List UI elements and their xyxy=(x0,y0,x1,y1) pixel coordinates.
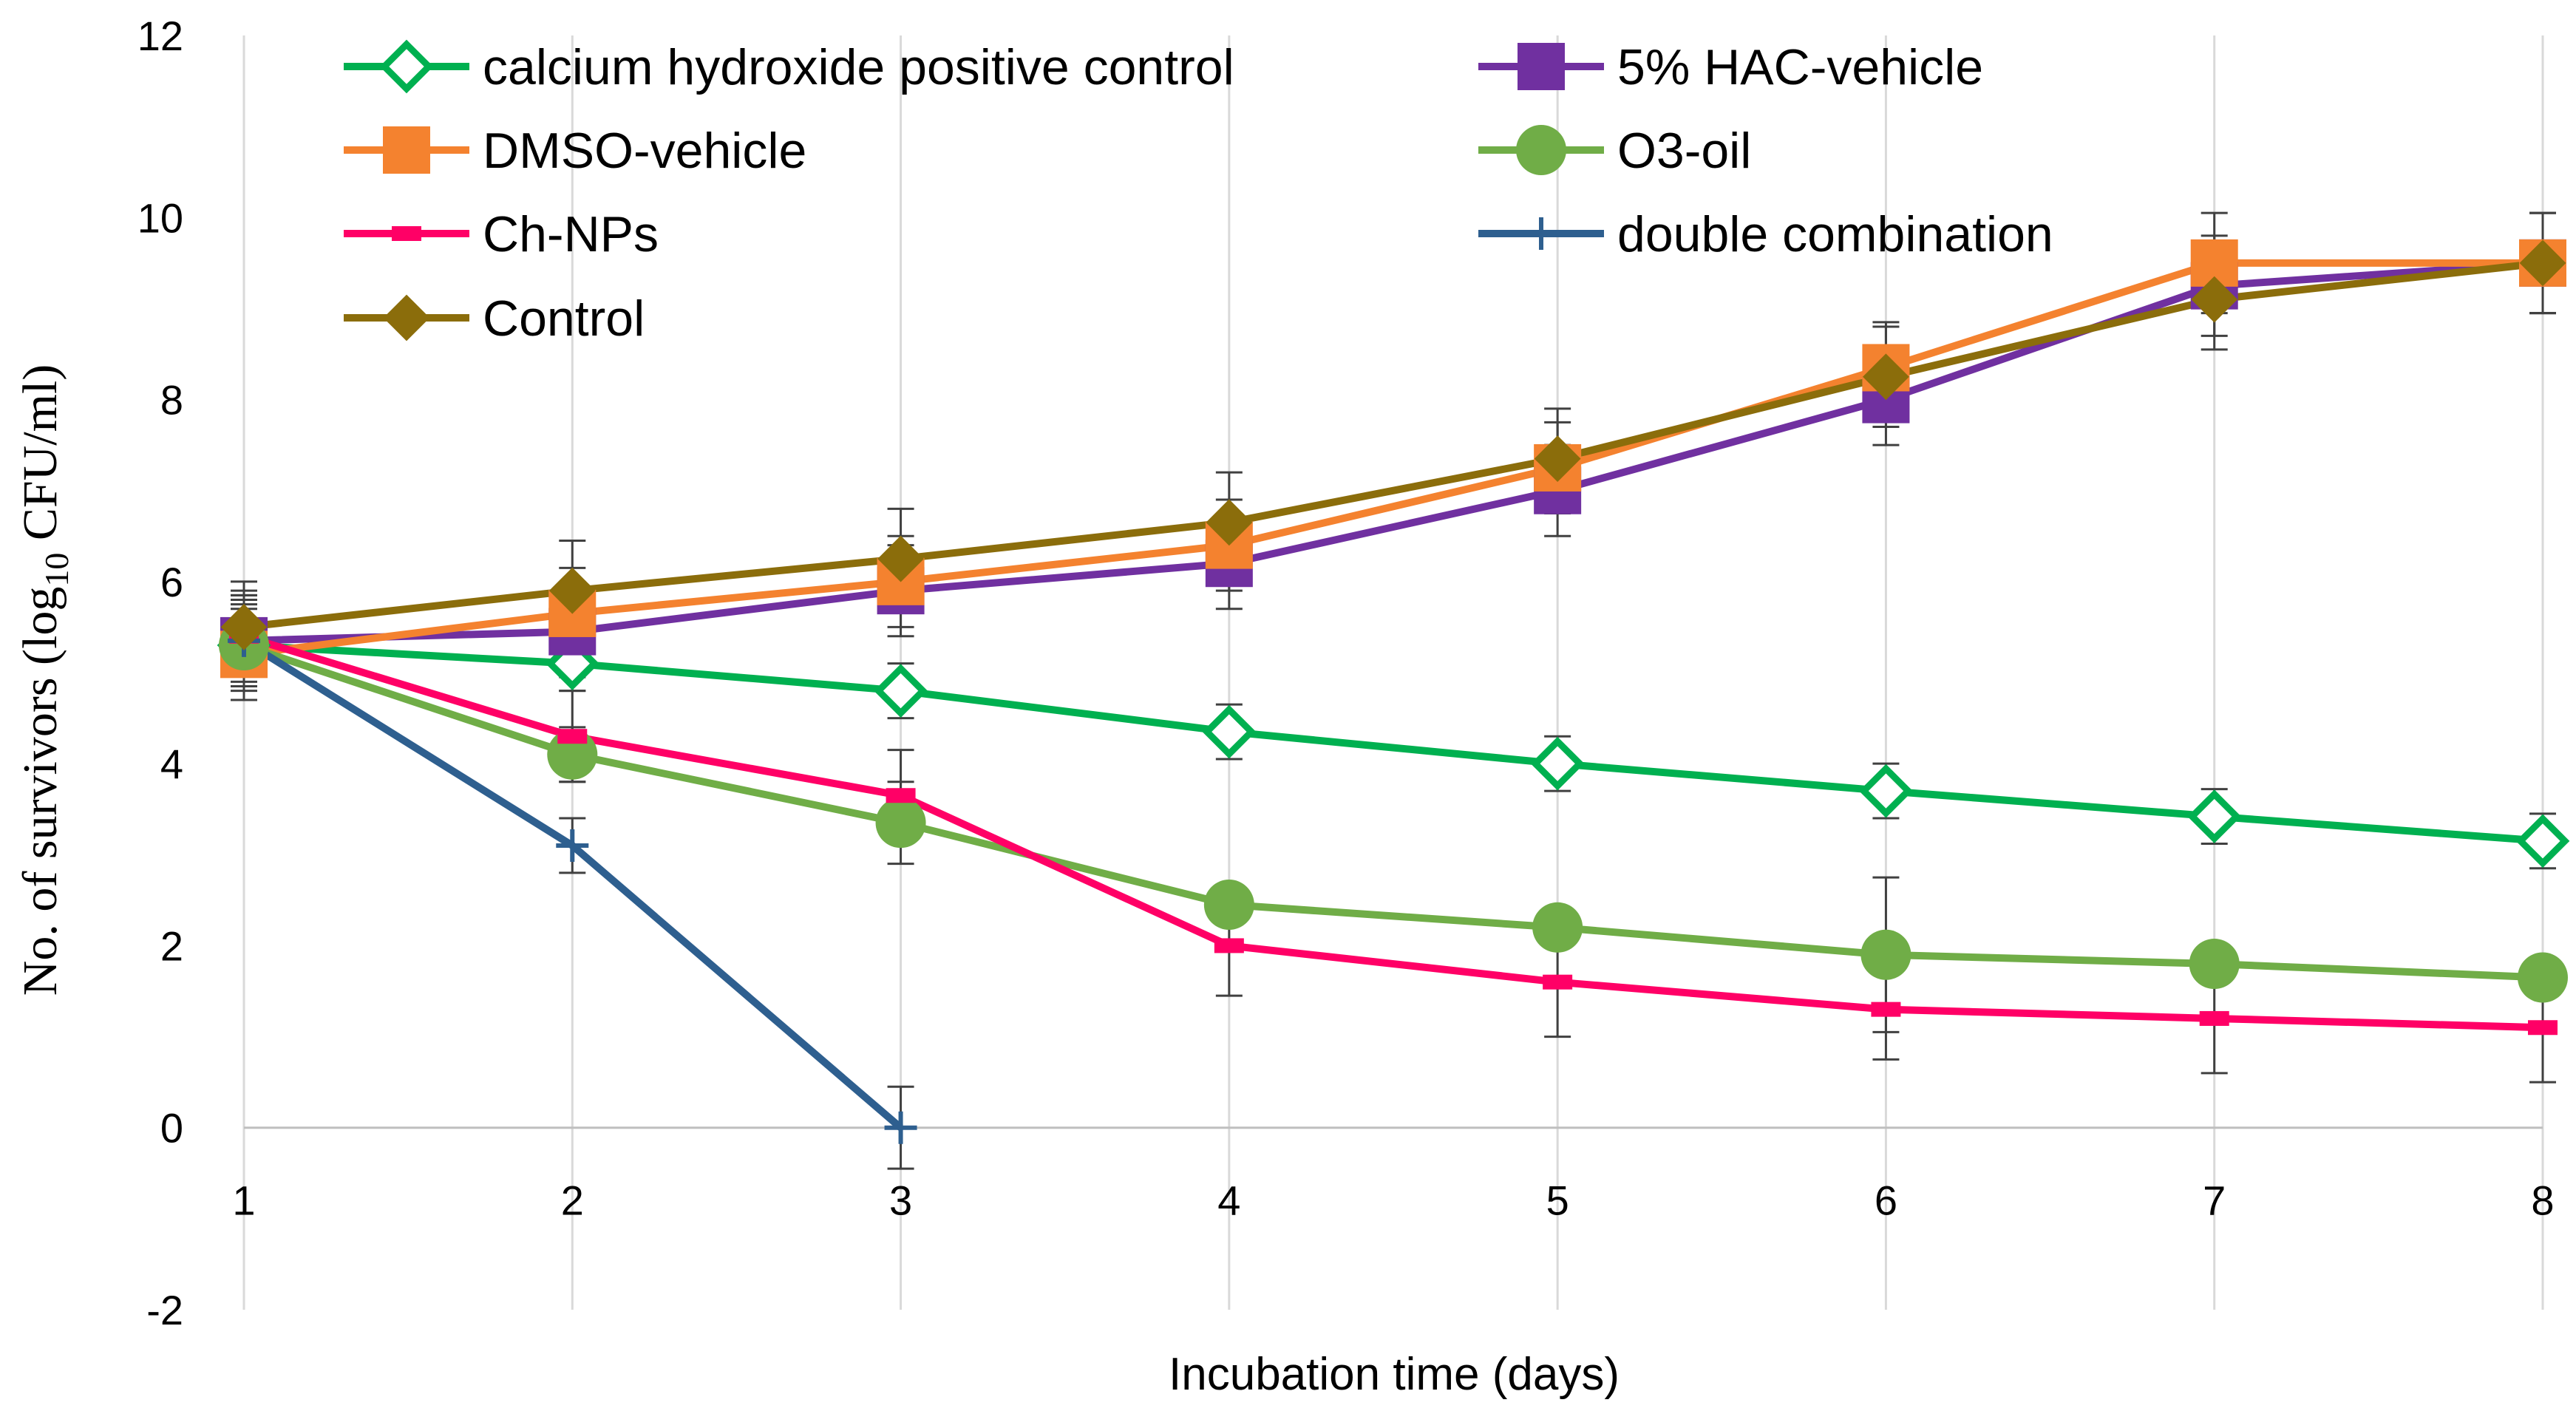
legend-label-5: double combination xyxy=(1617,206,2053,262)
series-line-6 xyxy=(243,259,2543,631)
x-tick-label-2: 2 xyxy=(561,1177,584,1224)
data-point-s4-x2 xyxy=(557,729,588,744)
x-tick-label-6: 6 xyxy=(1875,1177,1897,1224)
y-tick-label-4: 4 xyxy=(160,741,183,787)
y-tick-label-0: 0 xyxy=(160,1105,183,1152)
legend-label-2: DMSO-vehicle xyxy=(483,123,806,179)
y-axis-title-suffix: CFU/ml) xyxy=(13,364,67,553)
data-point-s0-x4 xyxy=(1202,704,1257,759)
legend-swatch-marker-6 xyxy=(383,294,430,341)
x-tick-label-1: 1 xyxy=(232,1177,255,1224)
y-axis-title-prefix: No. of survivors (log xyxy=(13,587,67,996)
series-lines xyxy=(242,259,2543,1131)
legend: calcium hydroxide positive control 5% HAC… xyxy=(344,39,2053,347)
data-point-s3-x5 xyxy=(1532,902,1583,953)
data-point-s4-x4 xyxy=(1214,938,1244,953)
series-line-3 xyxy=(242,642,2543,982)
y-axis-title-subscript: 10 xyxy=(38,553,75,587)
series-line-2 xyxy=(243,259,2543,659)
series-line-1 xyxy=(243,259,2543,645)
legend-label-0: calcium hydroxide positive control xyxy=(483,39,1234,95)
data-point-s3-x8 xyxy=(2518,952,2568,1003)
data-point-s0-x5 xyxy=(1530,736,1585,791)
legend-swatch-marker-5 xyxy=(1525,217,1557,250)
y-tick-label-2: 2 xyxy=(160,922,183,969)
series-line-0 xyxy=(243,642,2543,845)
data-point-s6-x1 xyxy=(220,604,268,650)
data-point-s6-x2 xyxy=(548,567,596,614)
x-tick-label-8: 8 xyxy=(2531,1177,2554,1224)
series-markers xyxy=(217,239,2570,1144)
data-point-s0-x7 xyxy=(2187,789,2242,843)
legend-label-6: Control xyxy=(483,290,645,347)
data-point-s4-x3 xyxy=(886,788,916,803)
legend-label-3: O3-oil xyxy=(1617,123,1751,179)
data-point-s0-x3 xyxy=(874,664,928,718)
data-point-s0-x8 xyxy=(2515,814,2570,868)
x-tick-label-5: 5 xyxy=(1546,1177,1569,1224)
legend-swatch-marker-0 xyxy=(379,39,434,94)
data-point-s0-x6 xyxy=(1859,764,1913,818)
data-point-s4-x6 xyxy=(1871,1002,1901,1017)
data-point-s3-x4 xyxy=(1203,880,1254,931)
y-tick-label-10: 10 xyxy=(137,194,183,241)
data-point-s6-x5 xyxy=(1534,435,1581,483)
legend-swatch-marker-3 xyxy=(1516,125,1566,175)
series-line-4 xyxy=(242,632,2543,1032)
y-tick-label-8: 8 xyxy=(160,377,183,424)
data-point-s6-x4 xyxy=(1206,499,1253,546)
data-point-s4-x8 xyxy=(2528,1020,2558,1036)
data-point-s6-x3 xyxy=(877,535,924,582)
y-tick-label--2: -2 xyxy=(146,1287,183,1333)
data-point-s6-x7 xyxy=(2191,276,2238,323)
data-point-s3-x6 xyxy=(1860,929,1911,980)
y-axis-title: No. of survivors (log10 CFU/ml) xyxy=(13,364,75,996)
data-point-s6-x8 xyxy=(2519,239,2566,287)
data-point-s5-x3 xyxy=(884,1111,917,1144)
x-axis-title: Incubation time (days) xyxy=(1169,1349,1620,1400)
y-tick-label-6: 6 xyxy=(160,559,183,605)
legend-label-4: Ch-NPs xyxy=(483,206,659,262)
legend-swatch-marker-1 xyxy=(1518,43,1565,90)
legend-swatch-marker-2 xyxy=(383,126,430,174)
x-tick-label-3: 3 xyxy=(889,1177,912,1224)
data-point-s6-x6 xyxy=(1863,353,1909,401)
y-tick-label-12: 12 xyxy=(137,13,183,59)
legend-label-1: 5% HAC-vehicle xyxy=(1617,39,1983,95)
data-point-s5-x2 xyxy=(556,829,589,862)
data-point-s4-x7 xyxy=(2199,1010,2229,1026)
data-point-s3-x7 xyxy=(2189,939,2240,990)
x-tick-label-7: 7 xyxy=(2203,1177,2226,1224)
x-tick-label-4: 4 xyxy=(1217,1177,1240,1224)
data-point-s3-x3 xyxy=(875,798,926,849)
legend-swatch-marker-4 xyxy=(392,226,421,241)
data-point-s4-x5 xyxy=(1543,974,1573,990)
